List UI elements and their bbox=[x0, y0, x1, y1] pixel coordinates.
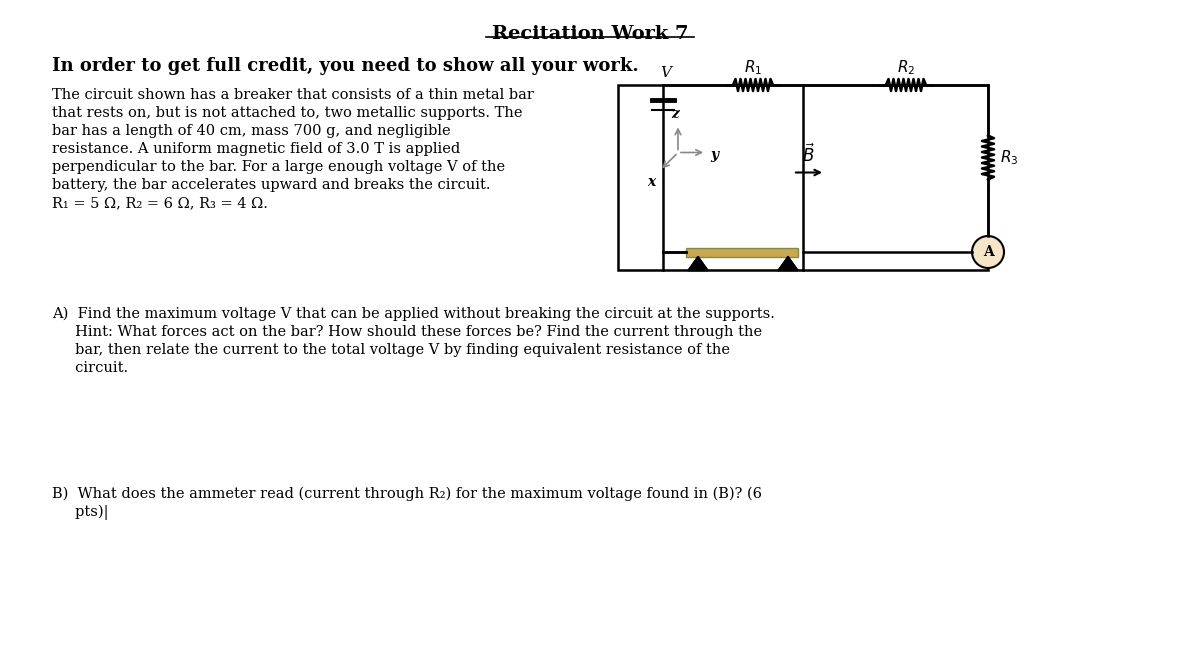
Text: The circuit shown has a breaker that consists of a thin metal bar: The circuit shown has a breaker that con… bbox=[52, 88, 534, 102]
Text: $R_1$: $R_1$ bbox=[744, 58, 762, 77]
Text: circuit.: circuit. bbox=[52, 361, 129, 375]
Text: B)  What does the ammeter read (current through R₂) for the maximum voltage foun: B) What does the ammeter read (current t… bbox=[52, 487, 762, 501]
Text: $R_2$: $R_2$ bbox=[897, 58, 915, 77]
Text: pts)|: pts)| bbox=[52, 505, 108, 520]
Text: x: x bbox=[647, 174, 656, 189]
Text: $R_3$: $R_3$ bbox=[1000, 148, 1019, 167]
Text: that rests on, but is not attached to, two metallic supports. The: that rests on, but is not attached to, t… bbox=[52, 106, 522, 120]
Text: R₁ = 5 Ω, R₂ = 6 Ω, R₃ = 4 Ω.: R₁ = 5 Ω, R₂ = 6 Ω, R₃ = 4 Ω. bbox=[52, 196, 268, 210]
Text: A: A bbox=[982, 245, 994, 259]
Text: battery, the bar accelerates upward and breaks the circuit.: battery, the bar accelerates upward and … bbox=[52, 178, 490, 192]
Text: V: V bbox=[660, 66, 672, 80]
Bar bbox=[686, 248, 798, 257]
Text: bar, then relate the current to the total voltage V by finding equivalent resist: bar, then relate the current to the tota… bbox=[52, 343, 730, 357]
Text: $\vec{B}$: $\vec{B}$ bbox=[803, 144, 816, 166]
Bar bbox=[618, 85, 988, 270]
Text: Recitation Work 7: Recitation Work 7 bbox=[492, 25, 689, 43]
Text: resistance. A uniform magnetic field of 3.0 T is applied: resistance. A uniform magnetic field of … bbox=[52, 142, 460, 156]
Polygon shape bbox=[778, 257, 798, 271]
Circle shape bbox=[971, 236, 1005, 268]
Text: In order to get full credit, you need to show all your work.: In order to get full credit, you need to… bbox=[52, 57, 639, 75]
Text: perpendicular to the bar. For a large enough voltage V of the: perpendicular to the bar. For a large en… bbox=[52, 160, 505, 174]
Text: y: y bbox=[710, 147, 718, 162]
Text: A)  Find the maximum voltage V that can be applied without breaking the circuit : A) Find the maximum voltage V that can b… bbox=[52, 307, 775, 322]
Text: z: z bbox=[671, 107, 679, 121]
Text: bar has a length of 40 cm, mass 700 g, and negligible: bar has a length of 40 cm, mass 700 g, a… bbox=[52, 124, 450, 138]
Polygon shape bbox=[689, 257, 709, 271]
Text: Hint: What forces act on the bar? How should these forces be? Find the current t: Hint: What forces act on the bar? How sh… bbox=[52, 325, 762, 339]
